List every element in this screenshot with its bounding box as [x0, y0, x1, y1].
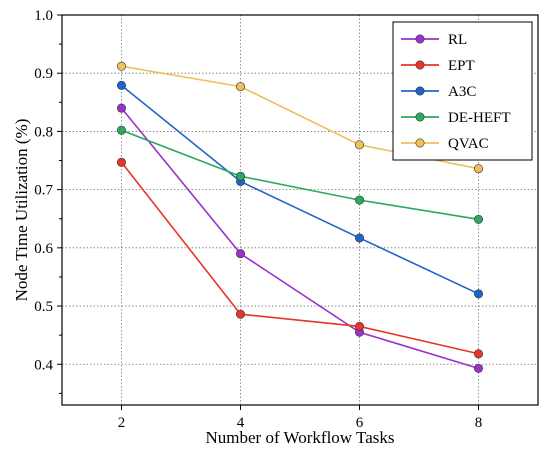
y-tick-label: 0.6	[34, 241, 53, 257]
data-point-ept	[354, 321, 364, 331]
data-point-de-heft	[117, 125, 127, 135]
x-tick-label: 2	[118, 415, 126, 431]
data-point-rl	[117, 103, 127, 113]
data-point-qvac	[236, 82, 246, 92]
legend-marker-de-heft	[415, 112, 425, 122]
y-axis-title: Node Time Utilization (%)	[12, 119, 31, 302]
legend-marker-a3c	[415, 86, 425, 96]
data-point-ept	[473, 349, 483, 359]
y-tick-label: 0.8	[34, 124, 53, 140]
series-de-heft	[117, 125, 483, 224]
data-point-rl	[473, 363, 483, 373]
series-line-a3c	[120, 84, 479, 295]
series-lines	[117, 61, 483, 373]
legend-label-rl: RL	[448, 32, 467, 48]
x-tick-label: 6	[356, 415, 364, 431]
data-point-qvac	[473, 164, 483, 174]
x-tick-label: 8	[475, 415, 483, 431]
series-line-de-heft	[121, 129, 479, 221]
axis-ticks: 2 4 6 8 0.4 0.5 0.6 0.7 0.8 0.9 1.0	[34, 8, 482, 431]
data-point-de-heft	[354, 195, 364, 205]
y-tick-label: 1.0	[34, 8, 53, 24]
series-ept	[117, 157, 483, 359]
data-point-de-heft	[236, 171, 246, 181]
legend-marker-rl	[415, 34, 425, 44]
legend-label-qvac: QVAC	[448, 136, 489, 152]
series-a3c	[117, 80, 483, 299]
legend-label-a3c: A3C	[448, 84, 476, 100]
legend-label-de-heft: DE-HEFT	[448, 110, 511, 126]
data-point-a3c	[473, 289, 483, 299]
y-tick-label: 0.4	[34, 357, 53, 373]
legend-label-ept: EPT	[448, 58, 475, 74]
data-point-rl	[236, 249, 246, 259]
data-point-qvac	[117, 61, 127, 71]
legend: RL EPT A3C DE-HEFT QVAC	[392, 21, 533, 161]
data-point-qvac	[354, 140, 364, 150]
data-point-a3c	[117, 80, 127, 90]
y-tick-label: 0.9	[34, 66, 53, 82]
data-point-a3c	[354, 233, 364, 243]
data-point-de-heft	[473, 214, 483, 224]
legend-marker-ept	[415, 60, 425, 70]
x-axis-title: Number of Workflow Tasks	[206, 428, 395, 447]
data-point-ept	[117, 157, 127, 167]
legend-marker-qvac	[415, 138, 425, 148]
y-tick-label: 0.7	[34, 183, 53, 199]
plot-frame	[61, 14, 539, 406]
series-line-ept	[120, 161, 479, 355]
data-point-ept	[236, 309, 246, 319]
series-line-rl	[120, 107, 479, 370]
y-tick-label: 0.5	[34, 299, 53, 315]
x-tick-label: 4	[237, 415, 245, 431]
